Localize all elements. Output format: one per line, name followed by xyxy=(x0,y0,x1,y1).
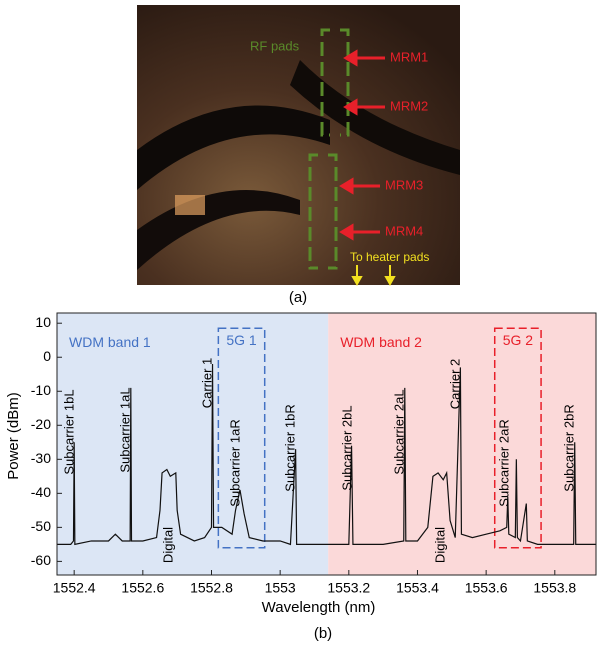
peak-annotation: Subcarrier 1bL xyxy=(61,389,76,474)
spectrum-line xyxy=(57,364,596,546)
photo: RF pads MRM1 MRM2 MRM3 MRM4 To heater pa… xyxy=(137,5,460,287)
y-tick-label: -20 xyxy=(31,416,51,432)
y-tick-label: 10 xyxy=(35,314,51,330)
band-label: WDM band 2 xyxy=(340,334,422,350)
peak-annotation: Subcarrier 2aL xyxy=(391,389,406,474)
peak-annotation: Subcarrier 2bR xyxy=(561,404,576,491)
band-label: WDM band 1 xyxy=(69,334,151,350)
photo-label: MRM2 xyxy=(390,98,428,113)
photo-label: To heater pads xyxy=(350,250,429,264)
x-tick-label: 1553.8 xyxy=(533,580,576,596)
y-tick-label: -30 xyxy=(31,450,51,466)
x-tick-label: 1552.8 xyxy=(190,580,233,596)
y-tick-label: 0 xyxy=(43,348,51,364)
photo-label: MRM4 xyxy=(385,223,423,238)
caption: (b) xyxy=(314,625,332,642)
peak-annotation: Carrier 2 xyxy=(447,359,462,410)
peak-annotation: Subcarrier 2bL xyxy=(339,405,354,490)
photo-label: RF pads xyxy=(250,38,300,53)
x-tick-label: 1553.2 xyxy=(327,580,370,596)
y-tick-label: -10 xyxy=(31,382,51,398)
x-axis-label: Wavelength (nm) xyxy=(262,599,376,616)
plot-frame xyxy=(56,312,597,576)
y-axis-label: Power (dBm) xyxy=(5,392,22,480)
peak-annotation: Subcarrier 2aR xyxy=(496,419,511,506)
dashed-box xyxy=(217,327,266,549)
box-label: 5G 1 xyxy=(226,332,257,348)
x-tick-label: 1552.4 xyxy=(53,580,96,596)
photo-label: MRM3 xyxy=(385,177,423,192)
x-tick-label: 1553.4 xyxy=(396,580,439,596)
x-tick-label: 1553.6 xyxy=(465,580,508,596)
band-region xyxy=(57,313,329,575)
peak-annotation: Subcarrier 1aR xyxy=(227,419,242,506)
peak-annotation: Digital xyxy=(432,527,447,563)
y-tick-label: -60 xyxy=(31,552,51,568)
peak-annotation: Carrier 1 xyxy=(199,358,214,409)
y-tick-label: -40 xyxy=(31,484,51,500)
plot: WDM band 1 WDM band 2 5G 1 5G 2 Subcarrier 1… xyxy=(5,312,597,616)
x-tick-label: 1553 xyxy=(265,580,296,596)
dashed-box xyxy=(493,327,542,549)
x-tick-label: 1552.6 xyxy=(121,580,164,596)
peak-annotation: Subcarrier 1bR xyxy=(282,404,297,491)
photo-label: MRM1 xyxy=(390,49,428,64)
box-label: 5G 2 xyxy=(503,332,534,348)
band-region xyxy=(328,313,596,575)
caption: (a) xyxy=(289,289,307,306)
peak-annotation: Digital xyxy=(160,527,175,563)
y-tick-label: -50 xyxy=(31,518,51,534)
peak-annotation: Subcarrier 1aL xyxy=(117,387,132,472)
